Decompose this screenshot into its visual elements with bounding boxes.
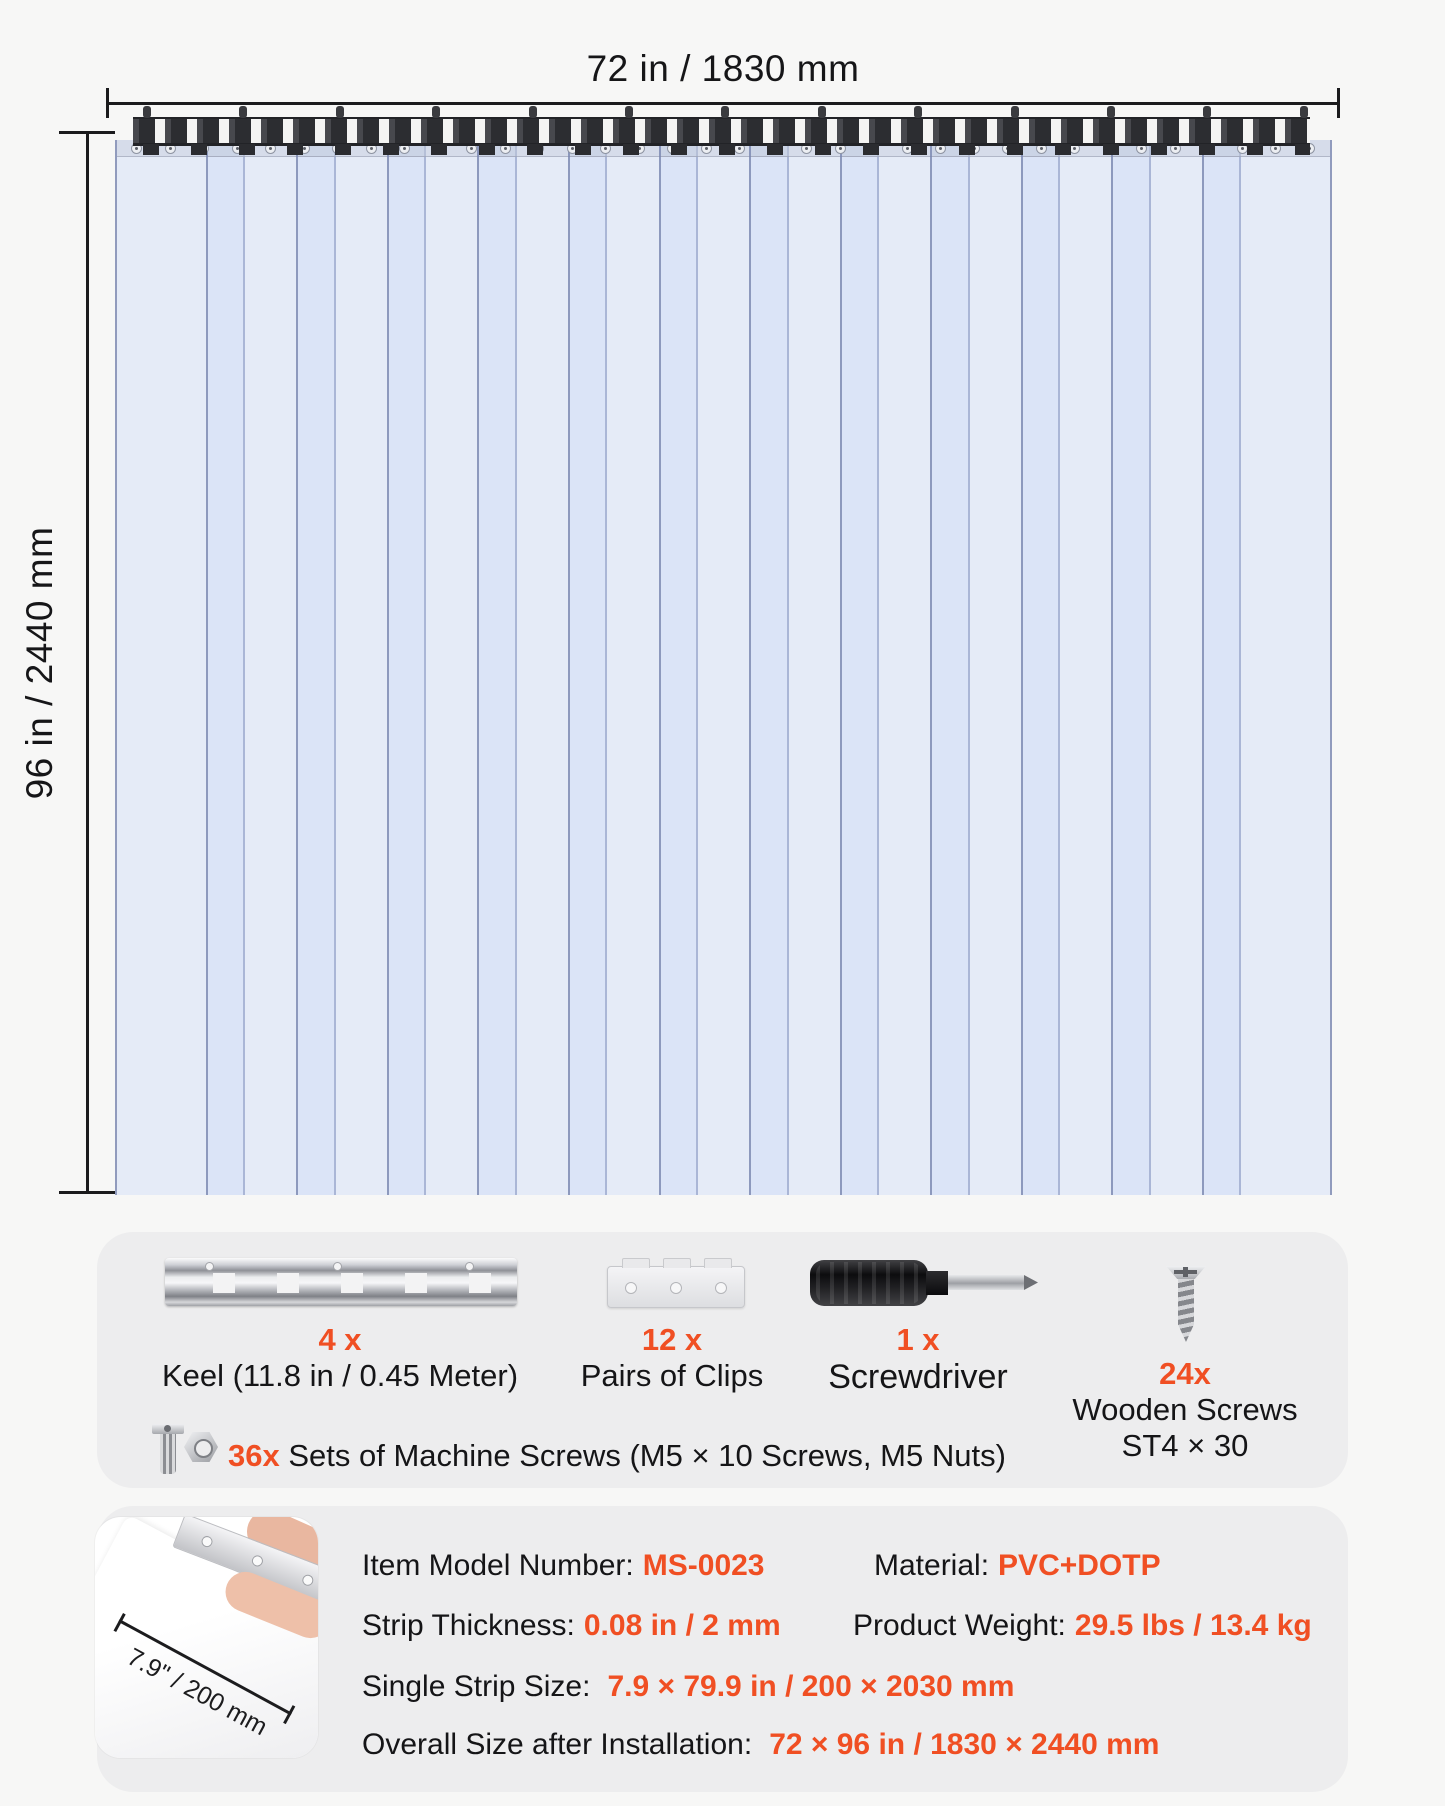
pvc-strip (1202, 140, 1332, 1195)
curtain-strips (115, 140, 1332, 1195)
wood-screw-shank (1178, 1279, 1194, 1342)
clip-tab (704, 1258, 732, 1268)
width-dimension-label: 72 in / 1830 mm (586, 48, 860, 89)
rail-screw (1107, 106, 1115, 118)
screwdriver-item: 1 x Screwdriver (793, 1322, 1043, 1397)
spec-model: Item Model Number: MS-0023 (362, 1549, 765, 1583)
rail-screw (914, 106, 923, 118)
spec-weight-value: 29.5 lbs / 13.4 kg (1074, 1609, 1312, 1642)
spec-overall-value: 72 × 96 in / 1830 × 2440 mm (769, 1728, 1160, 1761)
machine-screw-slot (164, 1425, 171, 1432)
spec-single-strip: Single Strip Size: 7.9 × 79.9 in / 200 × … (362, 1670, 1014, 1704)
width-dimension-tick-left (106, 88, 109, 118)
spec-thickness-label: Strip Thickness: (362, 1609, 575, 1642)
wooden-screws-item: 24x Wooden Screws ST4 × 30 (1060, 1356, 1310, 1464)
wood-screw-icon (1166, 1266, 1206, 1342)
keel-slots (171, 1273, 511, 1293)
clips-item: 12 x Pairs of Clips (572, 1322, 772, 1394)
clip-tab (663, 1258, 691, 1268)
rail-screw (143, 106, 151, 118)
rail-screw (625, 106, 633, 118)
spec-single-strip-label: Single Strip Size: (362, 1670, 591, 1703)
spec-weight: Product Weight: 29.5 lbs / 13.4 kg (853, 1609, 1312, 1643)
rail-screw (1299, 106, 1308, 118)
wood-screw-slot (1174, 1270, 1197, 1274)
machine-screw-icon (150, 1424, 220, 1476)
rail-screw (721, 106, 730, 118)
machine-screws-line: 36x Sets of Machine Screws (M5 × 10 Scre… (228, 1438, 1006, 1474)
spec-single-strip-value: 7.9 × 79.9 in / 200 × 2030 mm (607, 1670, 1015, 1703)
spec-thickness-value: 0.08 in / 2 mm (583, 1609, 781, 1642)
height-dimension-line (86, 132, 89, 1193)
screwdriver-label: Screwdriver (828, 1358, 1008, 1396)
clips-label: Pairs of Clips (580, 1358, 764, 1393)
keel-hole (205, 1262, 214, 1271)
plate-screw (199, 1534, 215, 1549)
pvc-strip (115, 140, 245, 1195)
keel-icon (165, 1258, 517, 1306)
pvc-strip (386, 140, 517, 1195)
height-dimension-label: 96 in / 2440 mm (19, 526, 60, 800)
spec-overall: Overall Size after Installation: 72 × 96 … (362, 1728, 1159, 1762)
rail-clip-tabs (133, 144, 1310, 155)
clip-hole (625, 1282, 637, 1294)
screwdriver-icon (810, 1260, 928, 1306)
wooden-screws-size: ST4 × 30 (1121, 1428, 1249, 1463)
keel-label: Keel (11.8 in / 0.45 Meter) (161, 1358, 519, 1393)
pvc-strip (658, 140, 789, 1195)
clip-hole (670, 1282, 682, 1294)
machine-screws-label: Sets of Machine Screws (M5 × 10 Screws, … (279, 1438, 1006, 1473)
machine-screws-qty: 36x (228, 1438, 280, 1473)
spec-model-label: Item Model Number: (362, 1549, 634, 1582)
keel-hole (333, 1262, 342, 1271)
spec-thickness: Strip Thickness: 0.08 in / 2 mm (362, 1609, 781, 1643)
rail-screw (1203, 106, 1212, 118)
rail-screw (817, 106, 826, 118)
keel-qty: 4 x (318, 1322, 362, 1357)
screwdriver-qty: 1 x (896, 1322, 940, 1357)
pvc-strip (1020, 140, 1151, 1195)
rail-screw (335, 106, 344, 118)
wooden-screws-label: Wooden Screws (1072, 1392, 1298, 1427)
strip-width-thumbnail: 7.9" / 200 mm (95, 1517, 318, 1758)
pvc-strip (839, 140, 970, 1195)
width-dimension-line (107, 102, 1339, 105)
mounting-rail (133, 117, 1310, 146)
clips-qty: 12 x (641, 1322, 703, 1357)
spec-overall-label: Overall Size after Installation: (362, 1728, 753, 1761)
plate-screw (250, 1553, 265, 1569)
clip-tab (622, 1258, 650, 1268)
spec-material-value: PVC+DOTP (998, 1549, 1161, 1582)
spec-material: Material: PVC+DOTP (874, 1549, 1161, 1583)
plate-screw (300, 1573, 315, 1588)
height-dimension-tick-bottom (59, 1191, 115, 1194)
pvc-strip (296, 140, 427, 1195)
rail-screw (1010, 106, 1019, 118)
machine-nut-hole (194, 1439, 213, 1458)
width-dimension-tick-right (1337, 88, 1340, 118)
wooden-screws-qty: 24x (1159, 1356, 1211, 1391)
rail-screw (432, 106, 441, 118)
keel-item: 4 x Keel (11.8 in / 0.45 Meter) (140, 1322, 540, 1394)
rail-screw (528, 106, 537, 118)
spec-weight-label: Product Weight: (853, 1609, 1066, 1642)
clips-icon (607, 1258, 745, 1308)
height-dimension-tick-top (59, 131, 115, 134)
rail-screw (239, 106, 248, 118)
pvc-strip (749, 140, 880, 1195)
clip-hole (715, 1282, 727, 1294)
screwdriver-shaft (948, 1275, 1024, 1290)
pvc-strip (1111, 140, 1242, 1195)
machine-screw-shank (160, 1434, 176, 1474)
spec-model-value: MS-0023 (642, 1549, 765, 1582)
keel-hole (465, 1262, 474, 1271)
pvc-strip (477, 140, 608, 1195)
screwdriver-collar (926, 1271, 948, 1295)
spec-material-label: Material: (874, 1549, 990, 1582)
screwdriver-ribs (816, 1262, 922, 1304)
